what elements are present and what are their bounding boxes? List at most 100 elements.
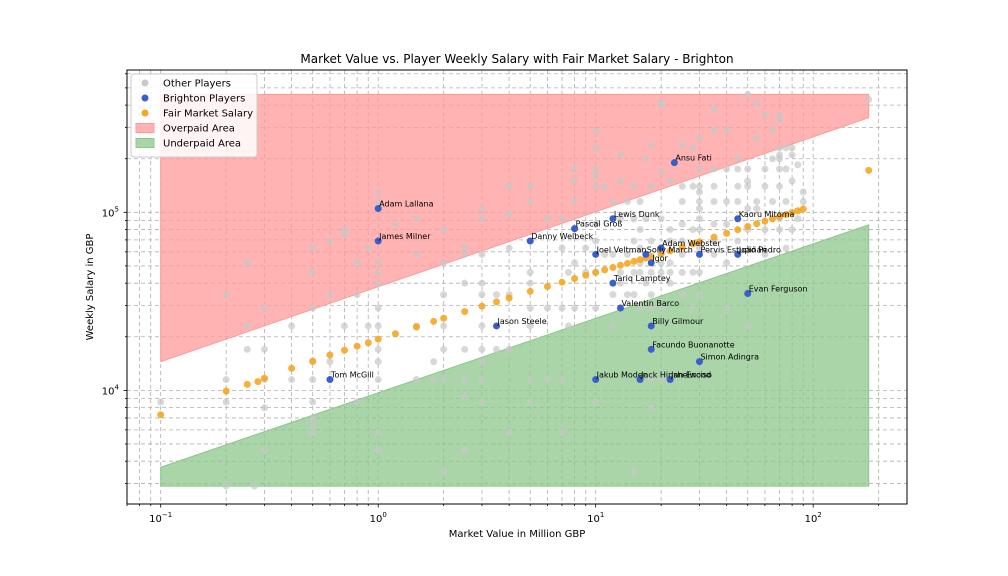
- other-player-point: [678, 220, 686, 228]
- other-player-point: [788, 144, 796, 152]
- other-player-point: [364, 244, 372, 252]
- legend: Other Players Brighton Players Fair Market…: [130, 73, 258, 158]
- other-player-point: [623, 198, 631, 206]
- other-player-point: [493, 345, 501, 353]
- other-player-point: [543, 304, 551, 312]
- brighton-player-point: [647, 345, 655, 353]
- other-player-point: [440, 291, 448, 299]
- fair-salary-point: [723, 229, 731, 237]
- other-player-point: [666, 268, 674, 276]
- other-player-point: [782, 244, 790, 252]
- other-player-point: [526, 182, 534, 190]
- x-tick-base: 10: [370, 514, 383, 525]
- other-player-point: [440, 226, 448, 234]
- other-player-point: [657, 259, 665, 267]
- other-player-point: [734, 198, 742, 206]
- other-player-point: [543, 215, 551, 223]
- other-player-point: [799, 198, 807, 206]
- other-player-point: [695, 182, 703, 190]
- other-player-point: [744, 177, 752, 185]
- other-player-point: [794, 215, 802, 223]
- player-label: Jan Enciso: [670, 371, 712, 380]
- other-player-point: [558, 244, 566, 252]
- fair-salary-point: [412, 323, 420, 331]
- brighton-player-point: [657, 244, 665, 252]
- other-player-point: [623, 250, 631, 258]
- other-player-point: [782, 165, 790, 173]
- y-tick-label: 104: [102, 383, 120, 397]
- other-player-point: [440, 376, 448, 384]
- other-player-point: [260, 304, 268, 312]
- fair-salary-point: [222, 387, 230, 395]
- x-tick-label: 102: [805, 511, 822, 525]
- player-label: Jakub Moder: [596, 371, 647, 380]
- other-player-point: [616, 279, 624, 287]
- brighton-player-point: [734, 250, 742, 258]
- other-player-point: [374, 358, 382, 366]
- chart-title: Market Value vs. Player Weekly Salary wi…: [300, 52, 733, 66]
- player-label: Adam Lallana: [379, 200, 433, 209]
- other-player-point: [478, 291, 486, 299]
- other-player-point: [601, 250, 609, 258]
- other-player-point: [309, 415, 317, 423]
- other-player-point: [623, 291, 631, 299]
- other-player-point: [865, 96, 873, 104]
- other-player-point: [478, 322, 486, 330]
- other-player-point: [461, 279, 469, 287]
- other-player-point: [647, 182, 655, 190]
- other-player-point: [723, 126, 731, 134]
- y-tick-base: 10: [102, 208, 115, 219]
- other-player-point: [710, 165, 718, 173]
- other-player-point: [710, 198, 718, 206]
- fair-salary-point: [616, 261, 624, 269]
- brighton-player-point: [526, 237, 534, 245]
- x-tick-exponent: 0: [382, 511, 386, 519]
- other-player-point: [309, 244, 317, 252]
- other-player-point: [647, 376, 655, 384]
- other-player-point: [412, 250, 420, 258]
- fair-salary-point: [582, 271, 590, 279]
- other-player-point: [788, 177, 796, 185]
- player-label: Billy Gilmour: [652, 317, 704, 326]
- other-player-point: [461, 393, 469, 401]
- other-player-point: [505, 244, 513, 252]
- other-player-point: [636, 268, 644, 276]
- other-player-point: [374, 345, 382, 353]
- other-player-point: [710, 250, 718, 258]
- other-player-point: [571, 304, 579, 312]
- fair-salary-point: [678, 243, 686, 251]
- player-label: Evan Ferguson: [749, 284, 808, 293]
- fair-salary-point: [601, 266, 609, 274]
- fair-salary-point: [461, 308, 469, 316]
- other-player-point: [616, 215, 624, 223]
- other-player-point: [689, 304, 697, 312]
- other-player-point: [222, 376, 230, 384]
- other-player-point: [243, 259, 251, 267]
- brighton-player-point: [616, 304, 624, 312]
- brighton-player-point: [647, 322, 655, 330]
- brighton-player-point: [374, 205, 382, 213]
- other-player-point: [636, 304, 644, 312]
- other-player-point: [592, 127, 600, 135]
- overpaid-area: [160, 93, 870, 363]
- fair-salary-point: [689, 240, 697, 248]
- brighton-player-point: [642, 250, 650, 258]
- other-player-point: [505, 428, 513, 436]
- other-player-point: [782, 144, 790, 152]
- x-tick-exponent: −1: [162, 511, 172, 519]
- brighton-player-point: [493, 322, 501, 330]
- other-player-point: [753, 134, 761, 142]
- other-player-point: [753, 198, 761, 206]
- other-player-point: [558, 304, 566, 312]
- player-label: Jason Steele: [497, 317, 547, 326]
- other-player-point: [775, 182, 783, 190]
- other-player-point: [592, 182, 600, 190]
- other-player-point: [775, 165, 783, 173]
- other-player-point: [478, 205, 486, 213]
- other-player-point: [695, 188, 703, 196]
- other-player-point: [695, 165, 703, 173]
- other-player-point: [657, 99, 665, 107]
- other-player-point: [775, 226, 783, 234]
- other-player-point: [723, 220, 731, 228]
- brighton-player-point: [609, 215, 617, 223]
